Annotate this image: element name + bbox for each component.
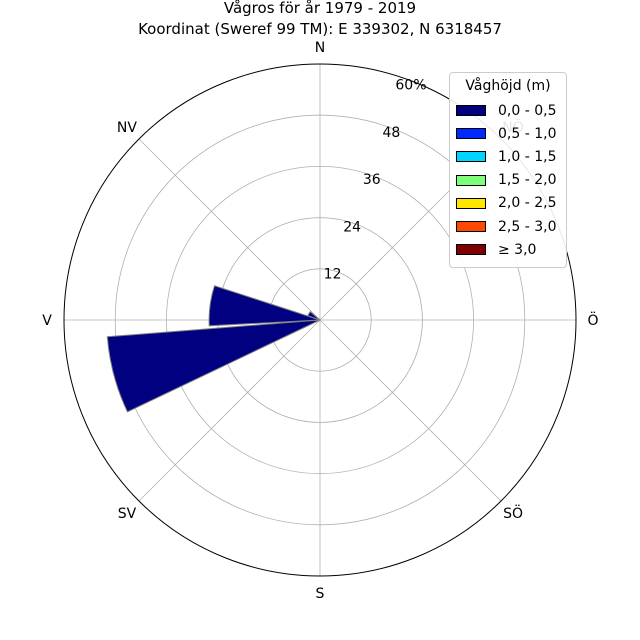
legend-swatch [456, 128, 486, 140]
legend-label: ≥ 3,0 [498, 241, 537, 258]
radial-tick-5: 60% [395, 77, 426, 93]
legend-item-3: 1,0 - 1,5 [456, 145, 560, 168]
radial-tick-labels: 12 24 36 48 60% [324, 77, 427, 282]
radial-tick-3: 36 [363, 172, 381, 188]
legend-label: 2,5 - 3,0 [498, 218, 557, 235]
radial-tick-2: 24 [343, 219, 361, 235]
legend-item-6: 2,5 - 3,0 [456, 215, 560, 238]
direction-label-2: NV [117, 120, 137, 136]
grid-spoke-2 [138, 138, 321, 321]
legend-swatch [456, 151, 486, 163]
chart-title: Vågros för år 1979 - 2019 [224, 0, 416, 17]
rose-sector-3 [307, 310, 321, 321]
rose-sector-1 [106, 319, 321, 413]
rose-sector-2 [208, 285, 321, 327]
legend-item-4: 1,5 - 2,0 [456, 169, 560, 192]
legend-swatch [456, 105, 486, 117]
legend-swatch [456, 174, 486, 186]
legend-swatch [456, 221, 486, 233]
legend-label: 2,0 - 2,5 [498, 195, 557, 212]
legend-item-2: 0,5 - 1,0 [456, 122, 560, 145]
legend-title: Våghöjd (m) [465, 78, 551, 94]
grid-spoke-4 [138, 319, 321, 502]
direction-label-3: V [42, 313, 52, 329]
grid-spoke-6 [319, 319, 502, 502]
legend-items: 0,0 - 0,5 0,5 - 1,0 1,0 - 1,5 1,5 - 2,0 2,0 … [456, 99, 560, 261]
legend: Våghöjd (m) 0,0 - 0,5 0,5 - 1,0 1,0 - 1,5 1… [449, 72, 567, 269]
legend-label: 0,0 - 0,5 [498, 102, 557, 119]
chart-subtitle: Koordinat (Sweref 99 TM): E 339302, N 63… [138, 20, 502, 38]
legend-item-1: 0,0 - 0,5 [456, 99, 560, 122]
legend-item-5: 2,0 - 2,5 [456, 192, 560, 215]
direction-label-4: SV [118, 506, 137, 522]
legend-swatch [456, 244, 486, 256]
legend-item-7: ≥ 3,0 [456, 238, 560, 261]
direction-label-6: SÖ [503, 504, 523, 522]
outer-circle [63, 63, 577, 577]
legend-label: 1,5 - 2,0 [498, 172, 557, 189]
legend-label: 0,5 - 1,0 [498, 125, 557, 142]
direction-label-5: S [316, 586, 325, 602]
radial-tick-4: 48 [382, 125, 400, 141]
rose-sectors [106, 285, 321, 413]
direction-label-7: Ö [587, 311, 598, 329]
direction-label-1: N [315, 40, 325, 56]
legend-label: 1,0 - 1,5 [498, 148, 557, 165]
radial-tick-1: 12 [324, 267, 342, 283]
legend-swatch [456, 197, 486, 209]
